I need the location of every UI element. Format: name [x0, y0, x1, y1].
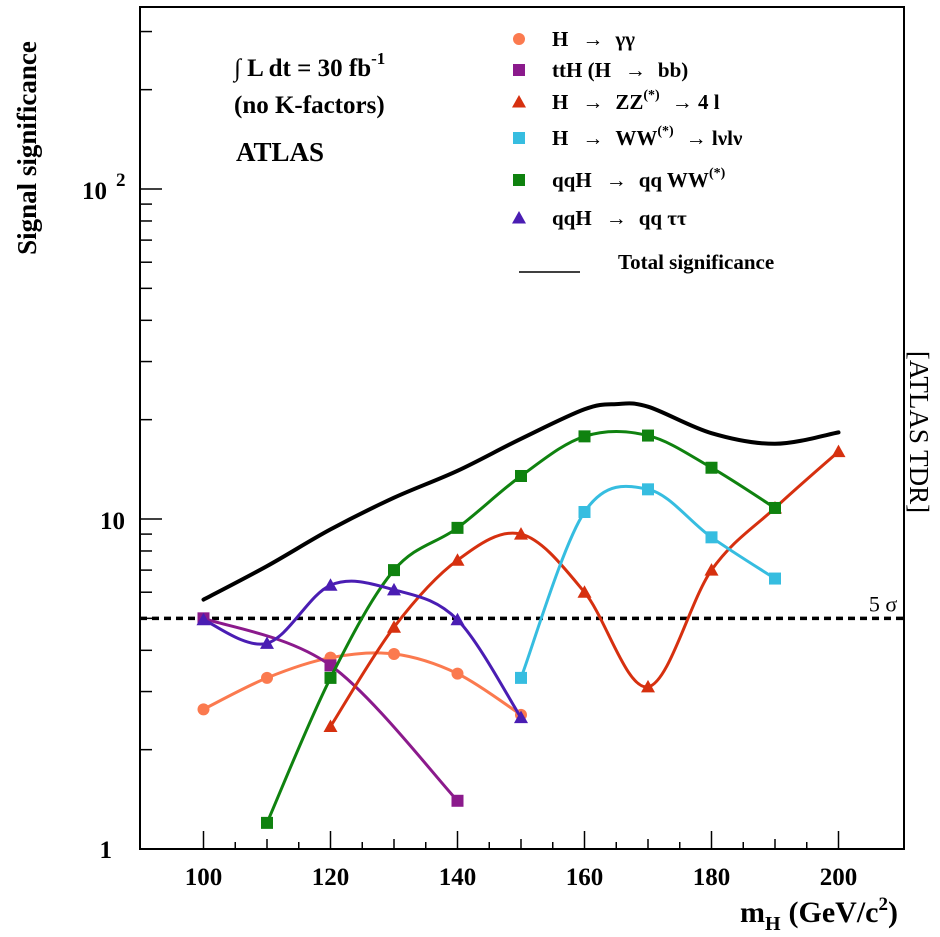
legend-label: qqH → qq WW(*) — [552, 166, 726, 192]
data-point — [515, 469, 527, 482]
data-point — [387, 582, 401, 596]
data-point — [831, 444, 846, 458]
legend-swatch — [512, 211, 526, 224]
series-line — [201, 401, 841, 602]
x-tick-labels: 100 120 140 160 180 200 — [185, 864, 858, 891]
legend-label: ttH (H → bb) — [552, 58, 688, 82]
data-point — [196, 612, 211, 626]
data-point — [324, 659, 337, 672]
data-point — [705, 461, 718, 474]
legend-entry: H → WW(*) → lνlν — [513, 124, 743, 150]
luminosity-annotation: ∫ L dt = 30 fb-1 — [232, 49, 385, 83]
series-line — [202, 616, 459, 803]
data-point — [260, 636, 274, 649]
data-point — [514, 710, 528, 724]
kfactors-annotation: (no K-factors) — [234, 92, 385, 119]
x-tick-label: 100 — [185, 864, 223, 891]
series-5 — [196, 578, 528, 724]
series-4 — [261, 429, 781, 829]
data-point — [642, 483, 654, 496]
series-layer — [196, 401, 846, 829]
data-point — [705, 531, 718, 544]
data-point — [387, 620, 401, 633]
series-1 — [197, 612, 464, 807]
five-sigma-label: 5 σ — [869, 591, 898, 616]
data-point — [323, 578, 338, 591]
x-tick-label: 140 — [439, 864, 477, 891]
data-point — [451, 794, 464, 807]
data-point — [323, 719, 338, 733]
data-point — [261, 671, 273, 684]
legend-entry: qqH → qq WW(*) — [513, 166, 726, 192]
y-tick-label-1: 1 — [100, 837, 113, 864]
y-tick-label-10: 10 — [100, 508, 125, 535]
series-2 — [323, 444, 846, 733]
legend-entry: H → γγ — [513, 27, 635, 51]
data-point — [704, 563, 719, 576]
legend-label: H → ZZ(*) → 4 l — [552, 88, 720, 114]
atlas-tdr-tag: [ATLAS TDR] — [904, 351, 934, 513]
series-line — [202, 651, 523, 717]
data-point — [450, 612, 465, 626]
data-point — [451, 667, 464, 680]
data-point — [642, 429, 654, 442]
data-point — [578, 506, 591, 519]
data-point — [324, 671, 337, 684]
data-point — [641, 679, 655, 693]
series-line — [202, 579, 523, 720]
data-point — [578, 430, 591, 443]
legend-label: H → WW(*) → lνlν — [552, 124, 743, 150]
y-tick-label-100: 10 2 — [82, 170, 126, 205]
data-point — [450, 553, 465, 566]
data-point — [388, 647, 400, 660]
legend-swatch — [513, 174, 525, 186]
legend-label: Total significance — [618, 250, 774, 274]
plot-frame — [139, 6, 905, 850]
data-point — [197, 703, 210, 716]
x-tick-label: 200 — [820, 864, 858, 891]
experiment-annotation: ATLAS — [236, 137, 324, 167]
legend-entry: Total significance — [519, 250, 774, 274]
y-axis-label: Signal significance — [12, 41, 42, 255]
data-point — [577, 585, 592, 598]
data-point — [388, 564, 400, 577]
legend-swatch — [513, 64, 525, 76]
series-3 — [515, 483, 781, 684]
legend: H → γγ ttH (H → bb) H → ZZ(*) → 4 l H → WW(*) → lνlν q… — [512, 27, 774, 274]
legend-entry: ttH (H → bb) — [513, 58, 688, 82]
data-point — [515, 671, 527, 684]
legend-swatch — [513, 132, 525, 144]
data-point — [451, 521, 464, 534]
legend-swatch — [513, 33, 525, 45]
x-tick-label: 180 — [693, 864, 731, 891]
data-point — [769, 572, 781, 585]
legend-label: H → γγ — [552, 27, 635, 51]
legend-swatch — [512, 95, 526, 108]
series-line — [519, 484, 777, 680]
svg-text:10: 10 — [82, 178, 107, 205]
series-6 — [201, 401, 841, 602]
svg-text:2: 2 — [116, 170, 126, 191]
x-tick-label: 160 — [566, 864, 604, 891]
series-line — [265, 430, 777, 825]
legend-entry: qqH → qq ττ — [512, 206, 687, 230]
series-0 — [197, 647, 527, 721]
data-point — [261, 816, 273, 829]
legend-entry: H → ZZ(*) → 4 l — [512, 88, 720, 114]
axis-ticks — [140, 30, 840, 850]
legend-label: qqH → qq ττ — [552, 206, 687, 230]
series-line — [329, 450, 840, 728]
x-tick-label: 120 — [312, 864, 350, 891]
data-point — [514, 527, 528, 540]
x-axis-label: mH (GeV/c2) — [740, 894, 898, 935]
data-point — [769, 501, 781, 514]
